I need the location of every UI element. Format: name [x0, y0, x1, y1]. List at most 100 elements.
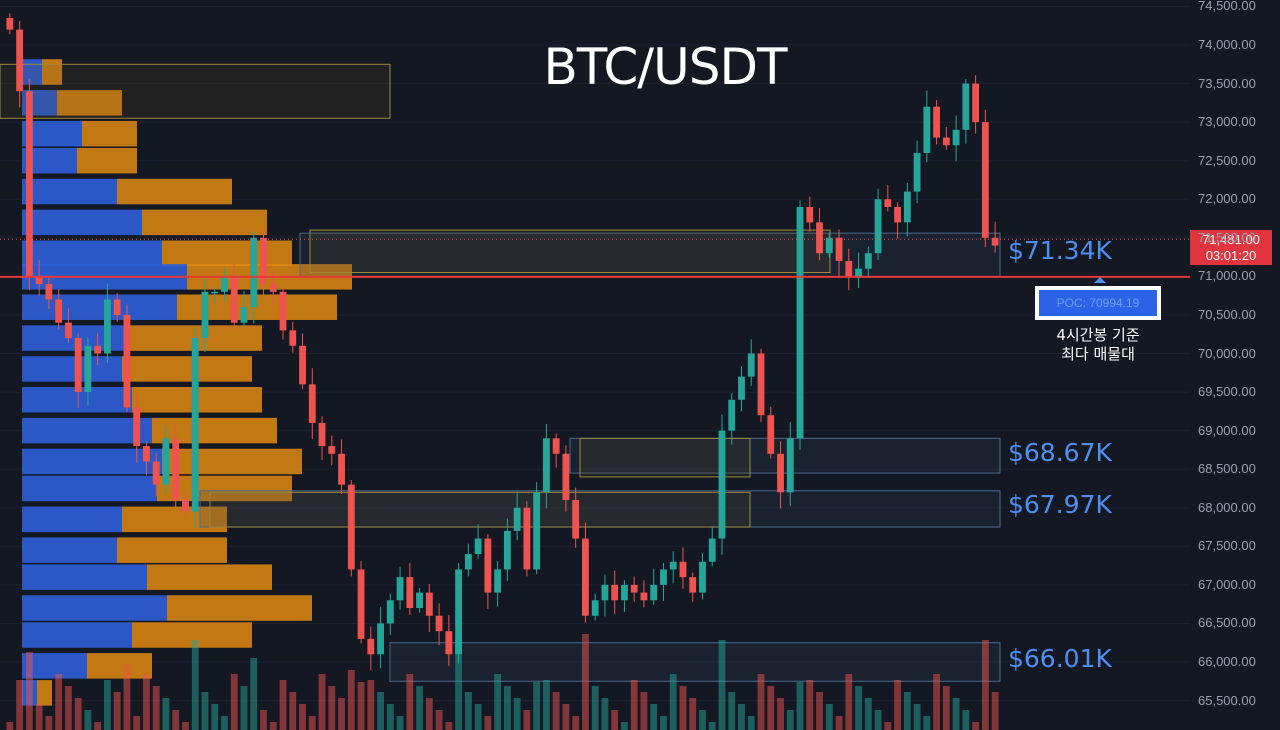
volume-bar: [172, 710, 180, 730]
volume-bar: [777, 698, 784, 730]
volume-bar: [640, 692, 648, 730]
candle-body: [747, 353, 755, 377]
volume-bar: [962, 710, 970, 730]
vp-sell-bar: [152, 417, 277, 444]
volume-bar: [718, 640, 726, 730]
candle-body: [357, 569, 365, 639]
candle-body: [621, 584, 628, 601]
candle-body: [845, 260, 853, 277]
candle-body: [542, 438, 550, 493]
vp-buy-bar: [22, 622, 132, 648]
volume-bar: [35, 704, 43, 730]
price-axis-tick: 74,000.00: [1198, 37, 1256, 52]
candle-body: [230, 276, 238, 323]
candle-body: [123, 314, 131, 408]
vp-sell-bar: [157, 475, 292, 502]
volume-bar: [523, 710, 531, 730]
price-axis-tick: 65,500.00: [1198, 692, 1256, 708]
candle-body: [279, 291, 287, 331]
price-axis-tick: 68,500.00: [1198, 461, 1256, 477]
vp-sell-bar: [57, 90, 122, 116]
candle-body: [962, 83, 970, 130]
volume-bar: [299, 704, 306, 730]
price-axis-tick: 68,000.00: [1198, 499, 1256, 515]
price-axis-tick: 70,500.00: [1198, 306, 1256, 322]
candle-body: [503, 530, 511, 570]
vp-sell-bar: [162, 240, 292, 266]
volume-bar: [562, 704, 570, 730]
candle-body: [572, 500, 580, 539]
vp-sell-bar: [42, 59, 62, 85]
candle-body: [260, 237, 267, 285]
candle-body: [289, 330, 297, 346]
poc-pointer-icon: [1094, 277, 1106, 283]
price-axis-tick: 67,500.00: [1198, 538, 1256, 554]
candle-body: [396, 577, 404, 601]
vp-buy-bar: [22, 564, 147, 590]
price-axis-tick: 69,500.00: [1198, 384, 1256, 400]
candle-body: [250, 237, 258, 308]
candle-body: [328, 446, 336, 454]
candle-body: [562, 453, 570, 501]
vp-buy-bar: [22, 595, 167, 621]
volume-bar: [894, 680, 901, 730]
candle-body: [952, 129, 960, 146]
candle-body: [533, 492, 541, 570]
vp-sell-bar: [117, 537, 227, 563]
candle-body: [347, 484, 355, 570]
volume-bar: [825, 704, 833, 730]
poc-annotation-line2: 최다 매물대: [1061, 345, 1135, 363]
price-axis-tick: 73,000.00: [1198, 114, 1256, 130]
volume-bar: [230, 674, 238, 730]
candle-body: [162, 438, 170, 485]
volume-bar: [104, 680, 111, 730]
candle-body: [474, 538, 482, 555]
candle-body: [367, 638, 375, 655]
candle-body: [933, 106, 941, 138]
poc-label: POC: 70994.19: [1039, 290, 1157, 316]
vp-buy-bar: [22, 356, 122, 382]
candle-body: [64, 322, 72, 339]
volume-bar: [377, 692, 384, 730]
vp-sell-bar: [87, 653, 152, 679]
candle-body: [640, 592, 648, 601]
volume-bar: [474, 704, 482, 730]
volume-bar: [796, 682, 804, 730]
candle-body: [182, 500, 189, 512]
price-axis-tick: 72,500.00: [1198, 152, 1256, 168]
volume-bar: [182, 722, 189, 730]
volume-bar: [113, 692, 121, 730]
candle-body: [455, 569, 463, 655]
candle-body: [835, 237, 843, 261]
candle-body: [884, 199, 892, 207]
price-axis-tick: 70,000.00: [1198, 345, 1256, 361]
volume-bar: [884, 722, 892, 730]
volume-bar: [728, 692, 736, 730]
volume-bar: [503, 686, 511, 730]
candle-body: [16, 29, 24, 92]
vp-buy-bar: [22, 325, 127, 351]
volume-bar: [689, 698, 697, 730]
candle-body: [386, 600, 394, 624]
candle-body: [299, 345, 306, 385]
candle-body: [855, 268, 862, 277]
volume-bar: [669, 674, 677, 730]
support-zone: [389, 642, 1001, 682]
support-zone: [569, 437, 1001, 474]
price-axis-tick: 72,000.00: [1198, 191, 1256, 207]
price-axis-tick: 73,500.00: [1198, 75, 1256, 91]
candle-body: [318, 422, 326, 447]
volume-bar: [269, 722, 277, 730]
volume-bar: [816, 692, 823, 730]
vp-sell-bar: [117, 178, 232, 205]
volume-bar: [6, 722, 14, 730]
candle-body: [689, 577, 697, 593]
volume-bar: [533, 682, 541, 730]
support-zone: [199, 490, 1001, 528]
candle-body: [113, 299, 121, 315]
volume-bar: [757, 674, 765, 730]
volume-bar: [708, 722, 716, 730]
candle-body: [894, 206, 901, 223]
volume-bar: [162, 698, 170, 730]
